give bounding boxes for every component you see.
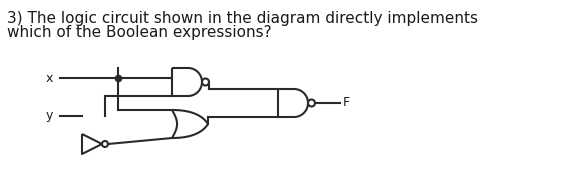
- Text: F: F: [343, 97, 350, 109]
- Text: y: y: [46, 109, 53, 122]
- Text: x: x: [46, 72, 53, 85]
- Text: which of the Boolean expressions?: which of the Boolean expressions?: [7, 25, 272, 40]
- Text: 3) The logic circuit shown in the diagram directly implements: 3) The logic circuit shown in the diagra…: [7, 11, 478, 26]
